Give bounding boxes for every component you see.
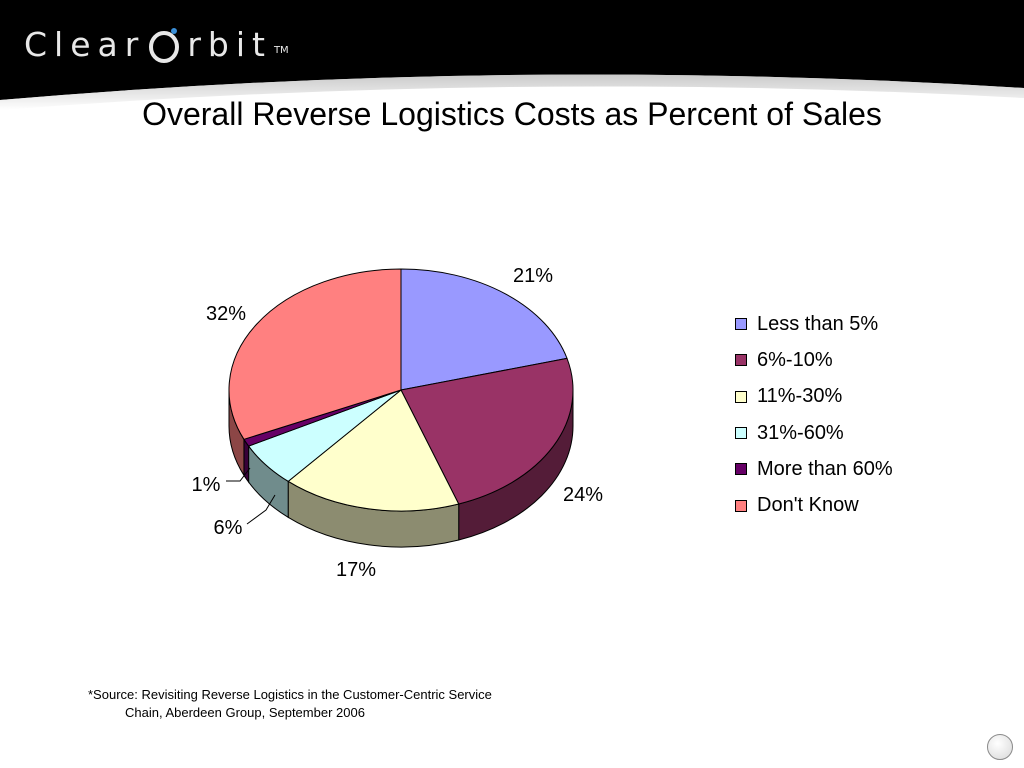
legend-label: 31%-60% <box>757 421 844 444</box>
data-label-3: 6% <box>214 517 243 539</box>
legend-swatch <box>735 354 747 367</box>
footnote-line-1: *Source: Revisiting Reverse Logistics in… <box>88 687 492 702</box>
data-label-1: 24% <box>563 484 603 506</box>
data-label-4: 1% <box>192 474 221 496</box>
logo-text-right: rbit <box>187 24 272 64</box>
legend-label: More than 60% <box>757 457 893 480</box>
legend-item: 31%-60% <box>735 415 893 451</box>
clearorbit-logo: Clear rbit TM <box>24 22 289 66</box>
chart-legend: Less than 5% 6%-10% 11%-30% 31%-60% More tha… <box>735 306 893 524</box>
pie-slice-2 <box>287 389 460 512</box>
orbit-o-icon <box>147 24 183 64</box>
legend-item: Don't Know <box>735 487 893 523</box>
data-label-0: 21% <box>513 265 553 287</box>
source-footnote: *Source: Revisiting Reverse Logistics in… <box>88 686 548 722</box>
legend-label: 6%-10% <box>757 348 833 371</box>
leader-line-3 <box>246 494 276 525</box>
slide-nav-button[interactable] <box>987 734 1013 760</box>
legend-item: More than 60% <box>735 451 893 487</box>
pie-slice-5 <box>228 268 402 440</box>
legend-swatch <box>735 390 747 403</box>
logo-trademark: TM <box>273 45 289 56</box>
legend-label: 11%-30% <box>757 385 843 408</box>
footnote-line-2: Chain, Aberdeen Group, September 2006 <box>125 705 365 720</box>
legend-swatch <box>735 318 747 331</box>
leader-line-4 <box>226 467 251 482</box>
legend-swatch <box>735 427 747 440</box>
legend-swatch <box>735 463 747 476</box>
logo-text-left: Clear <box>24 24 146 64</box>
header-banner: Clear rbit TM <box>0 0 1024 110</box>
chart-title: Overall Reverse Logistics Costs as Perce… <box>142 96 882 132</box>
legend-swatch <box>735 499 747 512</box>
legend-label: Less than 5% <box>757 312 879 335</box>
legend-item: 6%-10% <box>735 342 893 378</box>
data-label-2: 17% <box>336 559 376 581</box>
pie-slice-1 <box>400 357 574 505</box>
legend-label: Don't Know <box>757 494 859 517</box>
legend-item: Less than 5% <box>735 306 893 342</box>
pie-slice-0 <box>400 268 568 391</box>
legend-item: 11%-30% <box>735 379 893 415</box>
data-label-5: 32% <box>206 303 246 325</box>
